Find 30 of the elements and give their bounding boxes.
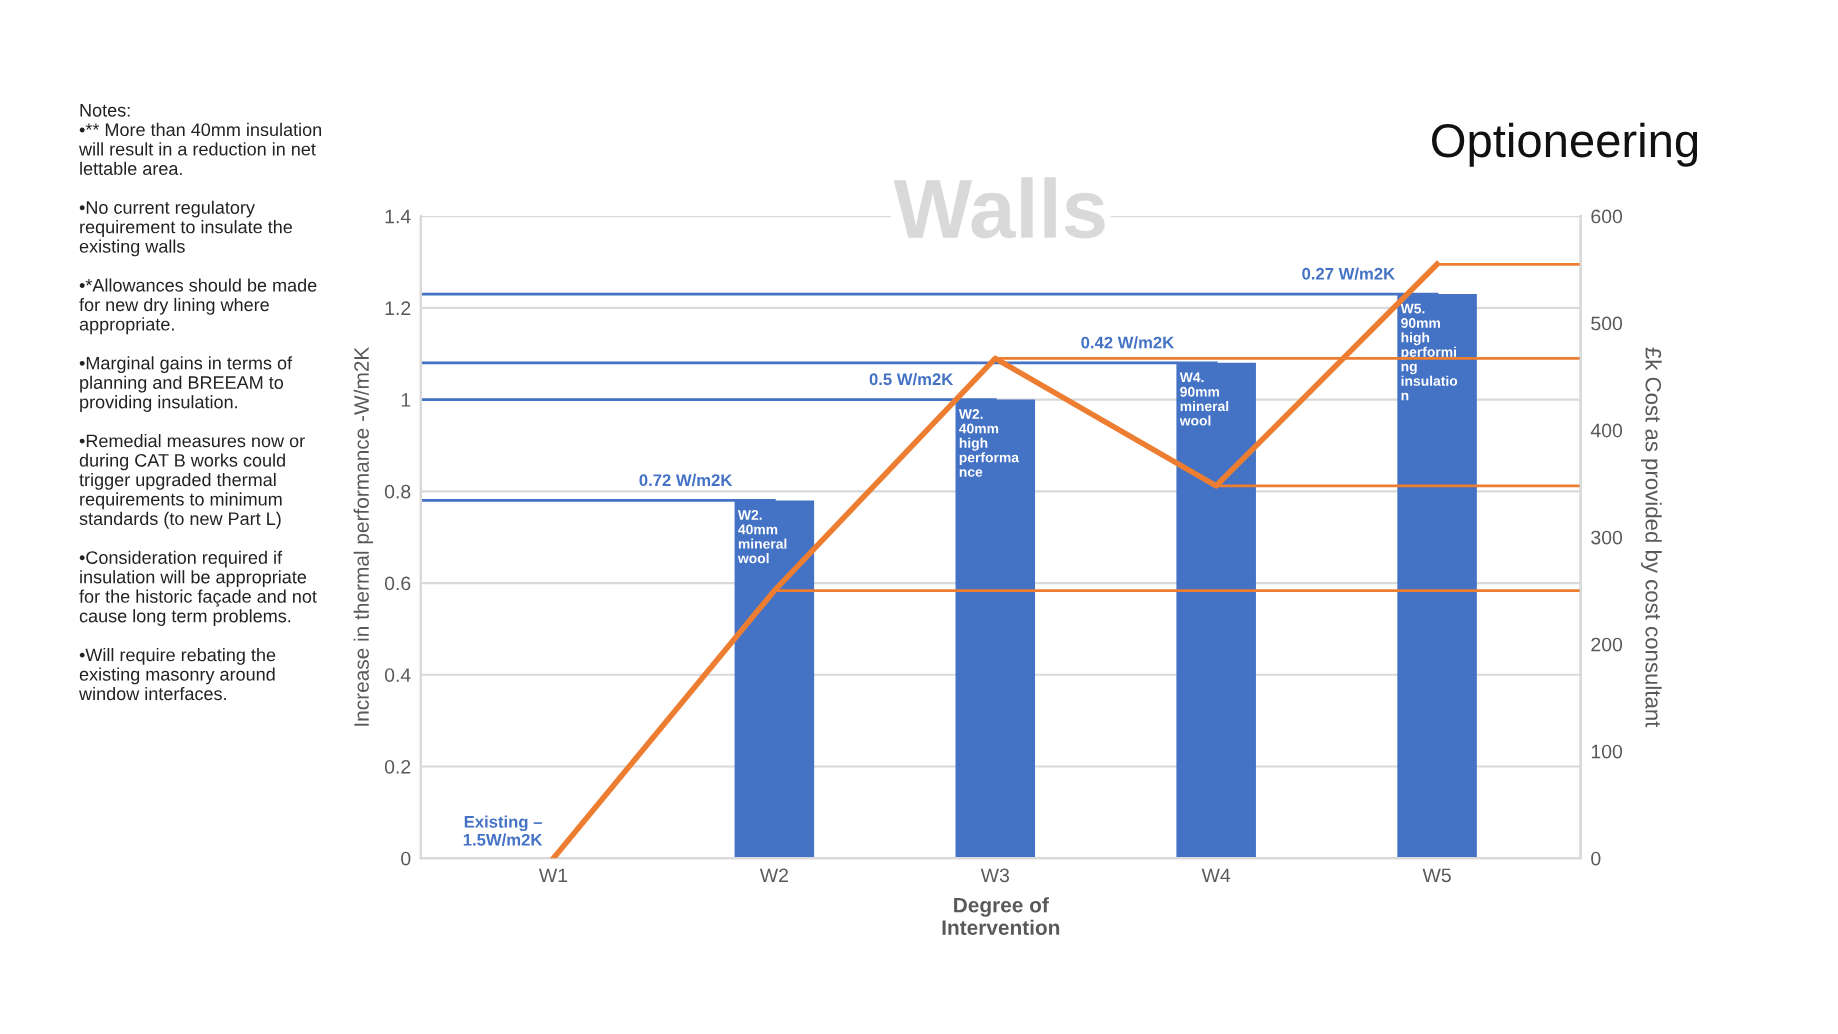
y-tick-label: 1.4 [385,209,411,224]
y-tick-label: 0.8 [384,484,411,499]
y-tick-label: 1 [401,393,411,407]
x-tick-label: W1 [538,868,568,883]
ref-line-label: 0.5 W/m2K [869,372,954,386]
y2-tick-label: 400 [1590,423,1623,438]
text: Notes: •** More than 40mm insulation will result in a reduction in net lettable area. •No current regulatory requirement to insulate the existing walls •*Allowances should be made for new dry lining where appropriate. •Marginal gains in terms of planning and BREEAM to providing insulation. •Remedial measures now or during CAT B works could trigger upgraded thermal requirements to minimum standards (to new Part L) •Consideration required if insulation will be appropriate for the historic façade and not cause long term problems. •Will require rebating the existing masonry around window interfaces. [79,104,322,701]
ref-line-label: 0.72 W/m2K [639,473,733,487]
y-tick-label: 0.6 [384,576,411,591]
y2-tick-label: 300 [1591,530,1623,545]
y2-tick-label: 0 [1591,851,1601,866]
y2-tick-label: 600 [1591,209,1623,224]
y-tick-label: 0 [401,851,411,866]
annotation: Existing – 1.5W/m2K [463,815,543,846]
y-tick-label: 0.4 [384,668,411,682]
ref-line-label: 0.27 W/m2K [1302,267,1395,280]
y-tick-label: 0.2 [384,759,411,774]
y2-tick-label: 200 [1591,637,1623,652]
chart-title: Optioneering [1432,122,1698,167]
x-axis-title: Degree of Intervention [942,897,1060,936]
x-tick-label: W3 [980,868,1009,883]
y-tick-label: 1.2 [385,301,411,315]
x-tick-label: W5 [1422,868,1451,883]
ref-line-label: 0.42 W/m2K [1081,336,1175,349]
x-tick-label: W2 [759,868,788,883]
y-axis-title: Increase in thermal performance -W/m2K [353,346,374,726]
x-tick-label: W4 [1201,868,1231,883]
y2-axis-title: £k Cost as provided by cost consultant [1641,347,1662,728]
y2-tick-label: 500 [1591,316,1623,331]
y2-tick-label: 100 [1591,744,1623,759]
